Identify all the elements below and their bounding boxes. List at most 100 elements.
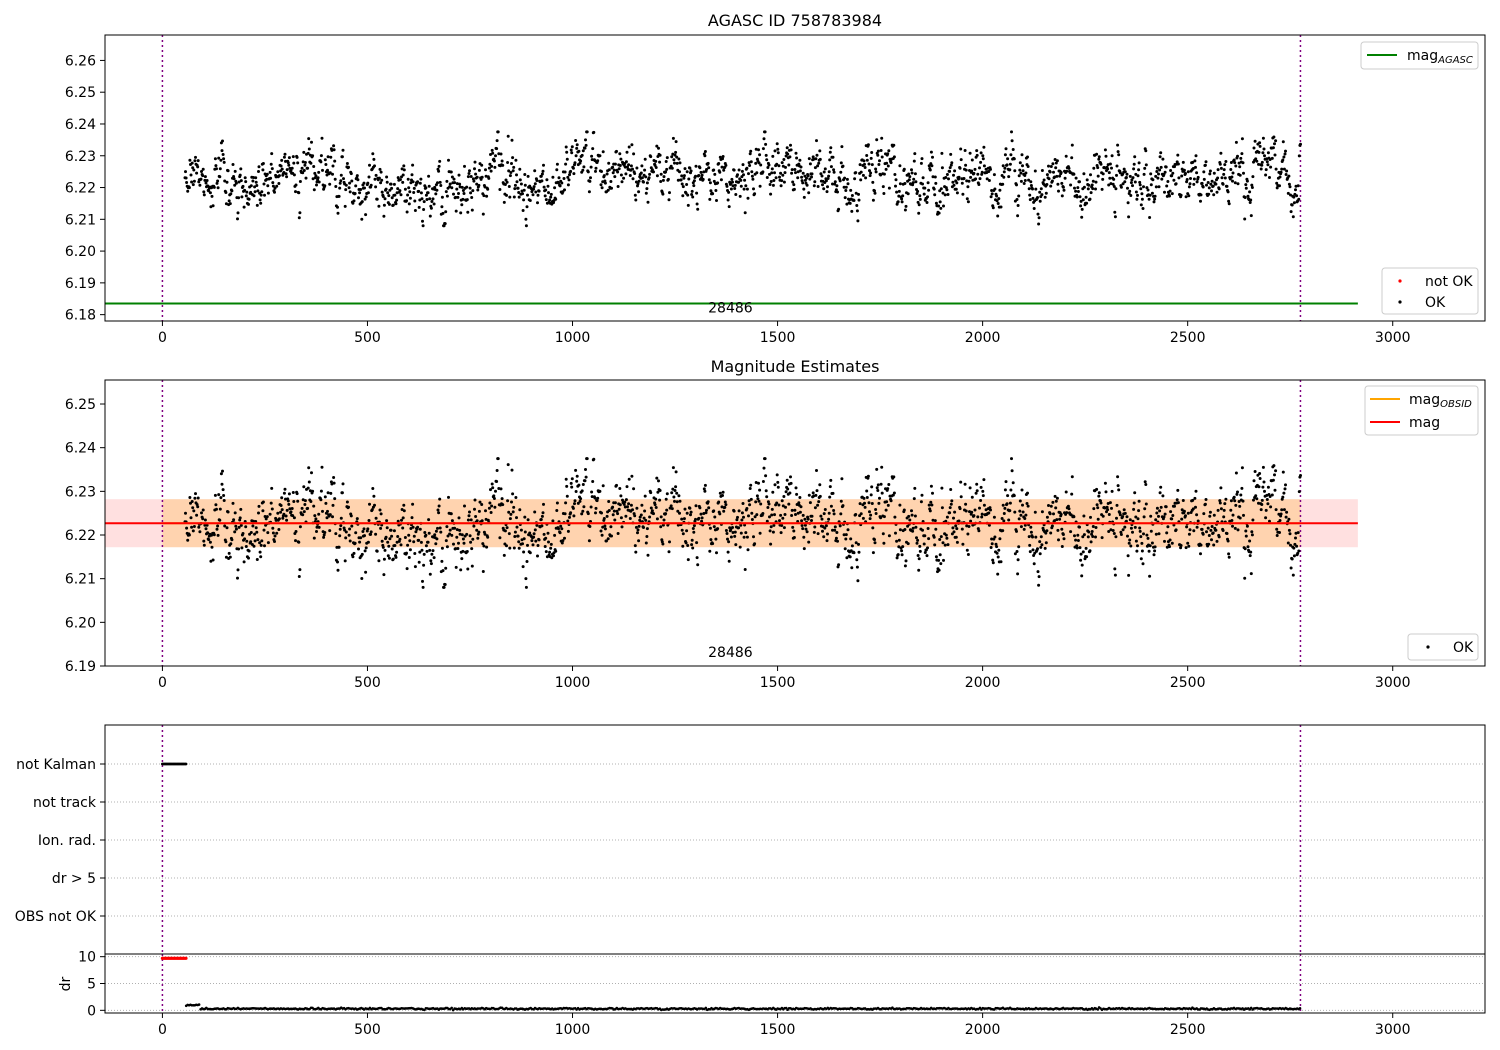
data-point	[1195, 525, 1199, 529]
data-point	[204, 527, 208, 531]
data-point	[279, 164, 283, 168]
data-point	[918, 549, 922, 553]
data-point	[1135, 197, 1139, 201]
data-point	[328, 171, 332, 175]
data-point	[1143, 507, 1147, 511]
data-point	[837, 563, 841, 567]
data-point	[585, 130, 589, 134]
data-point	[933, 543, 937, 547]
data-point	[434, 542, 438, 546]
data-point	[1212, 543, 1216, 547]
data-point	[637, 539, 641, 543]
data-point	[198, 183, 202, 187]
data-point	[600, 170, 603, 173]
data-point	[231, 163, 235, 166]
category-label: OBS not OK	[15, 909, 97, 925]
data-point	[493, 165, 497, 169]
data-point	[589, 165, 593, 169]
data-point	[271, 181, 275, 185]
data-point	[226, 169, 230, 173]
data-point	[1180, 517, 1184, 521]
data-point	[871, 180, 875, 184]
data-point	[408, 190, 412, 194]
data-point	[571, 166, 575, 170]
data-point	[1214, 528, 1218, 532]
data-point	[306, 151, 310, 155]
data-point	[593, 496, 597, 500]
data-point	[374, 173, 378, 177]
data-point	[233, 183, 237, 187]
data-point	[232, 177, 236, 181]
data-point	[259, 543, 263, 547]
data-point	[1080, 574, 1084, 578]
data-point	[880, 465, 884, 469]
data-point	[436, 526, 439, 530]
data-point	[249, 184, 253, 188]
data-point	[498, 188, 502, 191]
data-point	[715, 551, 718, 555]
data-point	[1249, 550, 1253, 554]
data-point	[601, 484, 605, 488]
data-point	[681, 544, 685, 548]
data-point	[560, 181, 564, 185]
data-point	[507, 185, 511, 188]
data-point	[1234, 164, 1238, 168]
data-point	[418, 527, 422, 531]
data-point	[1202, 177, 1206, 181]
data-point	[629, 164, 633, 168]
data-point	[886, 503, 890, 507]
data-point	[939, 562, 943, 566]
data-point	[780, 179, 784, 183]
data-point	[1287, 528, 1291, 532]
data-point	[1203, 163, 1207, 167]
data-point	[964, 163, 968, 167]
data-point	[1230, 519, 1234, 522]
data-point	[778, 175, 781, 179]
data-point	[339, 524, 343, 528]
y-tick-label: 6.25	[65, 85, 96, 101]
data-point	[817, 161, 821, 165]
data-point	[649, 491, 653, 495]
legend-label: OK	[1425, 295, 1446, 311]
data-point	[598, 489, 602, 493]
data-point	[291, 491, 295, 494]
data-point	[853, 177, 857, 181]
data-point	[387, 202, 391, 206]
data-point	[765, 158, 769, 162]
data-point	[726, 550, 730, 554]
data-point	[440, 205, 444, 209]
data-point	[611, 171, 615, 175]
data-point	[457, 192, 460, 195]
data-point	[1155, 511, 1159, 515]
data-point	[1053, 494, 1057, 498]
data-point	[1154, 174, 1158, 178]
data-point	[541, 511, 545, 515]
data-point	[777, 503, 781, 507]
data-point	[1044, 531, 1048, 535]
data-point	[237, 196, 241, 200]
data-point	[877, 501, 881, 505]
data-point	[865, 158, 869, 162]
x-tick-label: 2000	[965, 330, 1001, 346]
data-point	[863, 162, 866, 166]
data-point	[386, 540, 390, 544]
data-point	[1108, 176, 1112, 180]
data-point	[887, 483, 891, 486]
data-point	[708, 526, 712, 530]
data-point	[261, 168, 265, 172]
data-point	[338, 527, 342, 531]
data-point	[660, 540, 664, 544]
data-point	[473, 507, 476, 511]
data-point	[1019, 513, 1023, 517]
y-tick-label: 6.19	[65, 659, 96, 675]
data-point	[279, 504, 283, 507]
data-point	[1269, 505, 1273, 509]
data-point	[607, 161, 611, 165]
data-point	[259, 201, 263, 205]
data-point	[781, 516, 785, 520]
data-point	[680, 528, 684, 532]
data-point	[690, 543, 694, 547]
data-point	[1052, 170, 1055, 174]
data-point	[709, 538, 713, 542]
data-point	[447, 495, 450, 499]
